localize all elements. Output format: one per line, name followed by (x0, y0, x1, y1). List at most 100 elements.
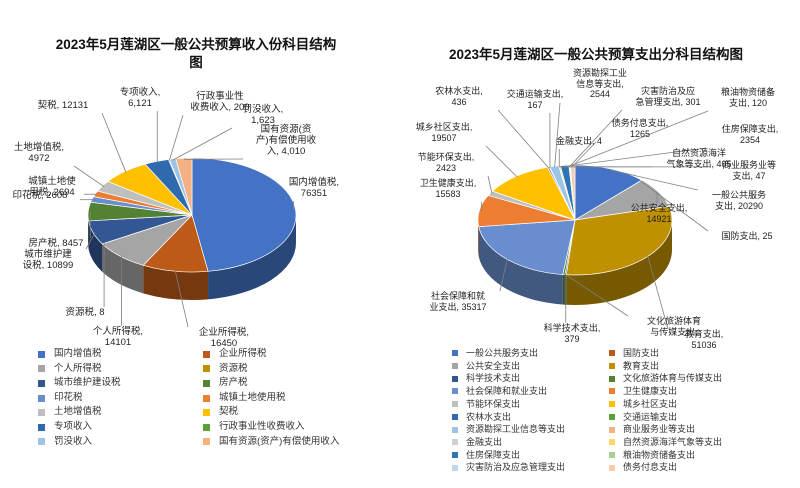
legend-label-1: 国防支出 (623, 348, 660, 358)
legend-swatch-3 (203, 365, 210, 373)
pie-slice-side-0 (208, 215, 296, 300)
legend-item-16: 住房保障支出 (452, 449, 609, 462)
legend-label-9: 契税 (219, 406, 239, 418)
expenditure-pie-svg (477, 102, 709, 330)
pie-slice-side-3 (566, 220, 672, 305)
legend-label-2: 个人所得税 (54, 362, 102, 374)
legend-item-12: 资源勘探工业信息等支出 (452, 423, 609, 436)
legend-item-11: 行政事业性收费收入 (203, 420, 339, 435)
legend-swatch-2 (452, 363, 458, 370)
legend-item-2: 个人所得税 (38, 362, 203, 377)
pie-slice-side-4 (88, 220, 103, 272)
legend-swatch-0 (38, 350, 45, 358)
leader-line-5 (563, 273, 629, 317)
pie-slice-0 (191, 157, 297, 272)
expenditure-chart-title: 2023年5月莲湖区一般公共预算支出分科目结构图 (448, 47, 744, 62)
revenue-chart-title: 2023年5月莲湖区一般公共预算收入份科目结构图 (55, 37, 337, 71)
slice-label-2: 个人所得税, 14101 (92, 326, 144, 349)
legend-label-11: 行政事业性收费收入 (219, 420, 305, 432)
legend-swatch-8 (452, 401, 458, 408)
leader-line-0 (610, 169, 699, 191)
pie-slice-side-5 (562, 274, 565, 305)
legend-swatch-16 (452, 451, 458, 458)
legend-swatch-5 (609, 375, 615, 382)
leader-line-16 (564, 147, 707, 167)
expenditure-chart-panel: 2023年5月莲湖区一般公共预算支出分科目结构图 一般公共服务 支出, 2029… (400, 0, 800, 488)
leader-line-17 (569, 110, 709, 167)
legend-label-19: 债务付息支出 (623, 462, 678, 473)
slice-label-1: 国防支出, 25 (721, 231, 773, 241)
leader-line-12 (172, 127, 233, 161)
legend-swatch-8 (38, 409, 45, 417)
legend-swatch-6 (452, 388, 458, 395)
legend-label-6: 印花税 (54, 391, 83, 403)
legend-item-7: 城镇土地使用税 (203, 391, 339, 406)
legend-item-8: 土地增值税 (38, 405, 203, 420)
leader-line-10 (497, 109, 550, 169)
legend-label-2: 公共安全支出 (466, 360, 521, 371)
leader-line-8 (487, 175, 493, 194)
legend-item-0: 一般公共服务支出 (452, 347, 609, 360)
legend-label-10: 农林水支出 (466, 411, 512, 422)
legend-swatch-19 (609, 464, 615, 471)
pie-slice-3 (565, 205, 673, 276)
slice-label-2: 公共安全支出, 14921 (630, 203, 688, 224)
legend-label-4: 城市维护建设税 (54, 377, 121, 389)
legend-item-14: 金融支出 (452, 436, 609, 449)
legend-item-10: 农林水支出 (452, 411, 609, 424)
leader-line-9 (101, 112, 127, 173)
revenue-legend: 国内增值税 企业所得税 个人所得税 资源税 城市维护建设税 房产税 印花税 城镇土地使用税 土地… (38, 347, 339, 449)
legend-item-5: 文化旅游体育与传媒支出 (609, 372, 722, 385)
slice-label-11: 交通运输支出, 167 (506, 89, 564, 110)
slice-label-6: 社会保障和就 业支出, 35317 (429, 291, 487, 312)
legend-label-0: 国内增值税 (54, 348, 102, 359)
leader-line-12 (554, 102, 561, 168)
slice-label-4: 科学技术支出, 379 (543, 323, 601, 344)
legend-label-8: 节能环保支出 (466, 398, 521, 409)
legend-swatch-10 (38, 423, 45, 431)
legend-swatch-9 (609, 401, 615, 408)
legend-label-6: 社会保障和就业支出 (466, 386, 548, 397)
legend-item-6: 印花税 (38, 391, 203, 406)
revenue-pie-plot: 国内增值税, 76351 企业所得税, 16450 个人所得税, 14101 资源税,… (13, 87, 340, 350)
slice-label-1: 企业所得税, 16450 (198, 327, 250, 350)
leader-line-9 (485, 145, 518, 178)
slice-label-9: 城乡社区支出, 19507 (415, 122, 473, 143)
slice-label-16: 住房保障支出, 2354 (721, 124, 779, 145)
leader-line-19 (572, 141, 597, 167)
legend-item-1: 国防支出 (609, 347, 722, 360)
legend-item-6: 社会保障和就业支出 (452, 385, 609, 398)
legend-swatch-9 (203, 409, 210, 417)
slice-label-8: 土地增值税, 4972 (13, 142, 65, 165)
legend-swatch-5 (203, 379, 210, 387)
pie-slice-side-1 (143, 265, 209, 300)
legend-label-9: 城乡社区支出 (623, 398, 678, 409)
legend-item-12: 罚没收入 (38, 435, 203, 450)
legend-swatch-13 (609, 426, 615, 433)
legend-item-0: 国内增值税 (38, 347, 203, 362)
legend-item-17: 粮油物资储备支出 (609, 449, 722, 462)
legend-label-15: 自然资源海洋气象等支出 (623, 436, 723, 447)
legend-label-1: 企业所得税 (219, 348, 267, 359)
legend-item-2: 公共安全支出 (452, 360, 609, 373)
slice-label-19: 债务付息支出, 1265 (611, 118, 669, 139)
expenditure-legend: 一般公共服务支出 国防支出 公共安全支出 教育支出 科学技术支出 文化旅游体育与传媒支出社… (452, 347, 722, 474)
legend-label-7: 城镇土地使用税 (219, 391, 286, 403)
slice-label-10: 专项收入, 6,121 (119, 87, 161, 110)
slice-label-3: 资源税, 8 (65, 307, 105, 318)
legend-item-4: 城市维护建设税 (38, 376, 203, 391)
slice-label-7: 城镇土地使 用税, 2694 (28, 176, 76, 199)
legend-item-13: 商业服务业等支出 (609, 423, 722, 436)
legend-label-5: 房产税 (219, 377, 248, 389)
leader-line-6 (499, 257, 508, 292)
slice-label-11: 行政事业性 收费收入, 200 (190, 91, 250, 114)
expenditure-pie-plot: 一般公共服务 支出, 20290 国防支出, 25 公共安全支出, 14921 教育支… (400, 0, 800, 488)
slice-label-12: 资源勘探工业 信息等支出, 2544 (572, 68, 627, 100)
legend-item-10: 专项收入 (38, 420, 203, 435)
legend-swatch-12 (452, 426, 458, 433)
leader-line-1 (174, 269, 189, 328)
legend-swatch-1 (609, 350, 615, 357)
legend-label-5: 文化旅游体育与传媒支出 (623, 373, 723, 384)
legend-item-1: 企业所得税 (203, 347, 339, 362)
